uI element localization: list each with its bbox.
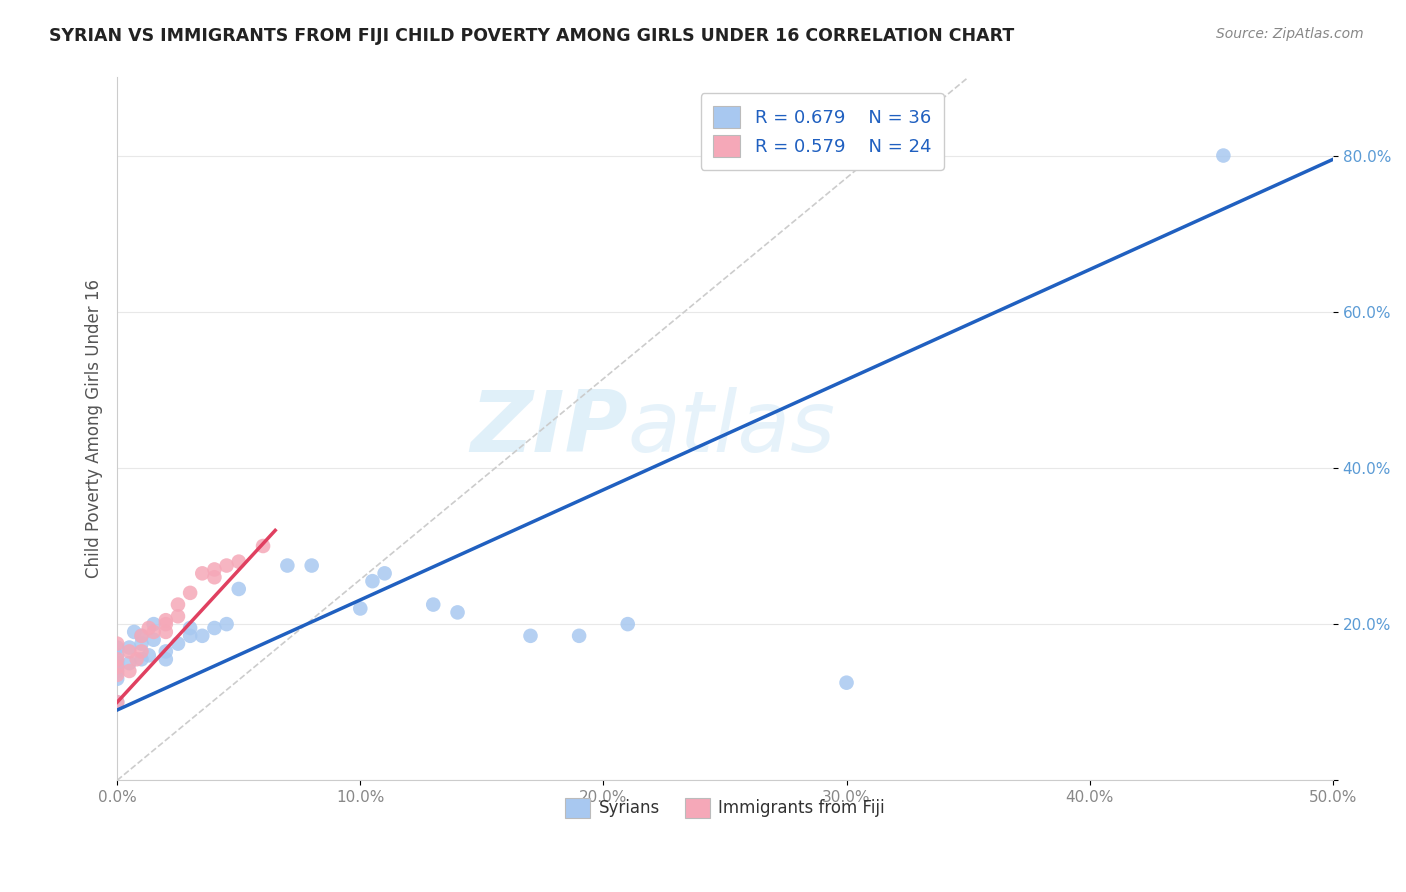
- Point: [155, 617, 177, 632]
- Point: [167, 609, 190, 624]
- Point: [568, 629, 591, 643]
- Point: [215, 558, 238, 573]
- Point: [118, 644, 141, 658]
- Point: [301, 558, 323, 573]
- Point: [179, 621, 201, 635]
- Point: [179, 586, 201, 600]
- Point: [1212, 148, 1234, 162]
- Point: [105, 648, 128, 663]
- Point: [374, 566, 396, 581]
- Point: [204, 570, 226, 584]
- Point: [422, 598, 444, 612]
- Point: [167, 637, 190, 651]
- Point: [204, 621, 226, 635]
- Point: [228, 582, 250, 596]
- Point: [105, 660, 128, 674]
- Point: [105, 672, 128, 686]
- Point: [204, 562, 226, 576]
- Point: [105, 656, 128, 670]
- Point: [446, 606, 468, 620]
- Point: [142, 632, 165, 647]
- Point: [118, 640, 141, 655]
- Point: [276, 558, 298, 573]
- Point: [105, 695, 128, 709]
- Text: SYRIAN VS IMMIGRANTS FROM FIJI CHILD POVERTY AMONG GIRLS UNDER 16 CORRELATION CH: SYRIAN VS IMMIGRANTS FROM FIJI CHILD POV…: [49, 27, 1015, 45]
- Point: [155, 613, 177, 627]
- Point: [142, 617, 165, 632]
- Point: [138, 648, 160, 663]
- Text: Source: ZipAtlas.com: Source: ZipAtlas.com: [1216, 27, 1364, 41]
- Point: [616, 617, 638, 632]
- Text: ZIP: ZIP: [470, 387, 627, 470]
- Legend: Syrians, Immigrants from Fiji: Syrians, Immigrants from Fiji: [558, 791, 891, 825]
- Point: [105, 695, 128, 709]
- Point: [122, 624, 145, 639]
- Point: [118, 664, 141, 678]
- Point: [131, 652, 153, 666]
- Point: [105, 652, 128, 666]
- Point: [105, 637, 128, 651]
- Point: [138, 621, 160, 635]
- Point: [167, 598, 190, 612]
- Point: [191, 629, 214, 643]
- Point: [155, 624, 177, 639]
- Point: [155, 652, 177, 666]
- Point: [142, 624, 165, 639]
- Point: [179, 629, 201, 643]
- Point: [519, 629, 541, 643]
- Point: [125, 652, 148, 666]
- Y-axis label: Child Poverty Among Girls Under 16: Child Poverty Among Girls Under 16: [86, 279, 103, 578]
- Point: [118, 656, 141, 670]
- Point: [131, 629, 153, 643]
- Point: [191, 566, 214, 581]
- Point: [228, 555, 250, 569]
- Point: [131, 637, 153, 651]
- Point: [361, 574, 384, 589]
- Point: [835, 675, 858, 690]
- Point: [105, 640, 128, 655]
- Point: [155, 644, 177, 658]
- Point: [131, 644, 153, 658]
- Point: [131, 629, 153, 643]
- Point: [349, 601, 371, 615]
- Point: [252, 539, 274, 553]
- Text: atlas: atlas: [627, 387, 835, 470]
- Point: [105, 664, 128, 678]
- Point: [215, 617, 238, 632]
- Point: [105, 668, 128, 682]
